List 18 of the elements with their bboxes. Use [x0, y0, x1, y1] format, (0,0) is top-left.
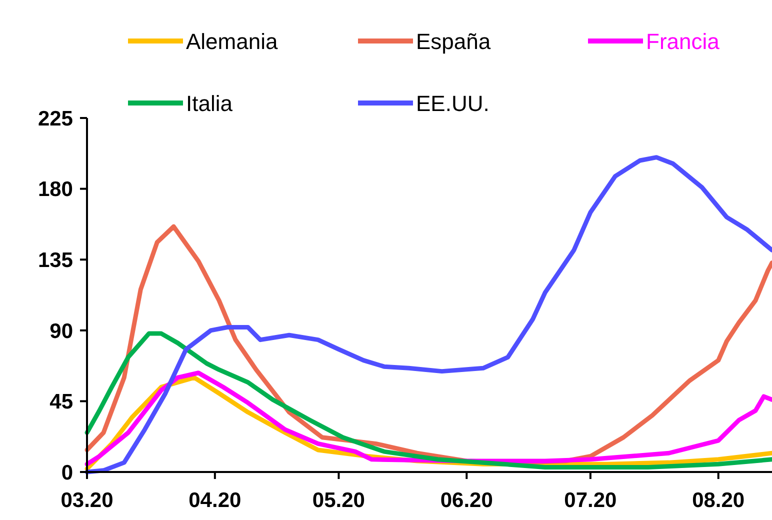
y-tick-label: 45 — [50, 390, 74, 414]
y-tick-label: 90 — [50, 320, 73, 343]
y-tick-label: 0 — [61, 461, 73, 484]
x-tick-label: 04.20 — [188, 489, 242, 512]
x-tick-label: 03.20 — [60, 489, 114, 512]
legend-label: España — [416, 29, 492, 54]
x-tick-label: 06.20 — [440, 489, 493, 512]
legend-label: EE.UU. — [416, 91, 490, 116]
y-tick-label: 180 — [38, 178, 73, 202]
x-tick-label: 05.20 — [312, 489, 365, 512]
line-series — [84, 331, 772, 470]
legend-label: Francia — [646, 29, 720, 54]
x-tick-label: 08.20 — [692, 489, 745, 512]
legend-label: Italia — [186, 91, 234, 116]
legend-label: Alemania — [186, 29, 278, 54]
y-tick-label: 135 — [38, 248, 74, 272]
x-tick-label: 07.20 — [564, 489, 617, 512]
y-tick-label: 225 — [38, 107, 74, 130]
